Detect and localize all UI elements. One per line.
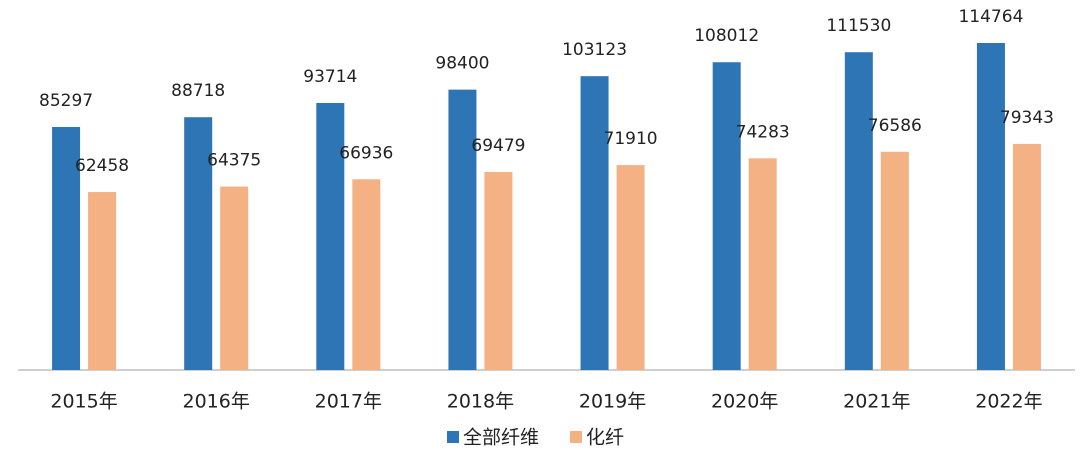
value-label: 79343 <box>1000 108 1054 128</box>
bar <box>316 102 345 370</box>
bar <box>184 117 213 370</box>
bar <box>880 151 909 370</box>
value-label: 74283 <box>736 122 790 142</box>
x-tick-label: 2021年 <box>843 391 910 413</box>
x-tick-label: 2015年 <box>50 391 117 413</box>
x-tick-label: 2019年 <box>579 391 646 413</box>
legend-swatch <box>447 431 459 443</box>
value-label: 64375 <box>207 151 261 171</box>
value-label: 88718 <box>171 81 225 101</box>
value-label: 76586 <box>868 116 922 136</box>
bar <box>448 89 477 370</box>
value-label: 85297 <box>39 91 93 111</box>
bar <box>88 192 117 370</box>
bar <box>220 186 249 370</box>
bar <box>748 158 777 370</box>
bar <box>52 126 81 370</box>
bar <box>712 62 741 370</box>
bar <box>1012 143 1041 370</box>
bar <box>844 52 873 370</box>
x-tick-label: 2020年 <box>711 391 778 413</box>
value-label: 103123 <box>562 40 627 60</box>
value-label: 71910 <box>604 129 658 149</box>
x-tick-label: 2022年 <box>975 391 1042 413</box>
bar <box>976 43 1005 370</box>
x-tick-label: 2016年 <box>183 391 250 413</box>
bar <box>484 172 513 370</box>
bar <box>352 179 381 370</box>
value-label: 98400 <box>435 54 489 74</box>
bar <box>616 165 645 370</box>
value-label: 66936 <box>339 143 393 163</box>
legend-swatch <box>570 431 582 443</box>
value-label: 108012 <box>694 26 759 46</box>
value-label: 62458 <box>75 156 129 176</box>
x-tick-label: 2018年 <box>447 391 514 413</box>
legend-label: 全部纤维 <box>463 427 539 449</box>
value-label: 69479 <box>471 136 525 156</box>
legend-label: 化纤 <box>586 427 624 449</box>
value-label: 111530 <box>826 16 891 36</box>
value-label: 114764 <box>958 7 1023 27</box>
bar <box>580 76 609 370</box>
value-label: 93714 <box>303 67 357 87</box>
x-tick-label: 2017年 <box>315 391 382 413</box>
